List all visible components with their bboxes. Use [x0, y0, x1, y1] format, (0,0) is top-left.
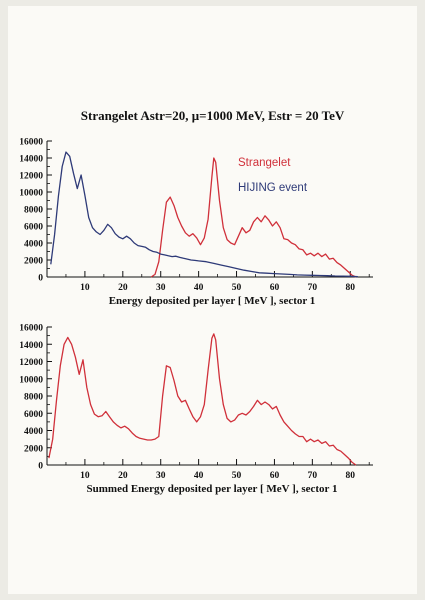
page-title: Strangelet Astr=20, μ=1000 MeV, Estr = 2… [80, 108, 345, 123]
y-tick-label: 14000 [19, 155, 43, 165]
x-tick-label: 80 [346, 471, 356, 481]
series-line-strangelet [150, 157, 357, 278]
series-line-summed [48, 333, 357, 466]
x-tick-label: 50 [232, 471, 242, 481]
x-tick-label: 70 [308, 471, 318, 481]
y-tick-label: 4000 [24, 240, 43, 250]
y-tick-label: 6000 [24, 410, 43, 420]
y-tick-label: 0 [38, 462, 43, 472]
y-tick-label: 2000 [24, 257, 43, 267]
legend-entry-hijing-event: HIJING event [238, 182, 308, 194]
x-tick-label: 20 [118, 471, 128, 481]
x-tick-label: 60 [270, 283, 280, 293]
y-tick-label: 12000 [19, 358, 43, 368]
x-axis-label: Energy deposited per layer [ MeV ], sect… [109, 295, 316, 307]
y-tick-label: 8000 [24, 206, 43, 216]
x-axis-label: Summed Energy deposited per layer [ MeV … [87, 483, 338, 495]
x-tick-label: 10 [80, 471, 90, 481]
x-tick-label: 70 [308, 283, 318, 293]
x-tick-label: 50 [232, 283, 242, 293]
x-tick-label: 80 [346, 283, 356, 293]
y-tick-label: 0 [38, 274, 43, 284]
series-line-hijing-event [50, 151, 358, 278]
y-tick-label: 10000 [19, 189, 43, 199]
x-tick-label: 60 [270, 471, 280, 481]
y-tick-label: 16000 [19, 324, 43, 334]
y-tick-label: 16000 [19, 138, 43, 148]
x-tick-label: 30 [156, 283, 166, 293]
y-tick-label: 2000 [24, 444, 43, 454]
x-tick-label: 30 [156, 471, 166, 481]
y-tick-label: 8000 [24, 393, 43, 403]
y-tick-label: 12000 [19, 172, 43, 182]
y-tick-label: 10000 [19, 375, 43, 385]
legend-entry-strangelet: Strangelet [238, 157, 291, 169]
x-tick-label: 40 [194, 471, 204, 481]
paper-sheet [8, 6, 417, 594]
x-tick-label: 40 [194, 283, 204, 293]
x-tick-label: 20 [118, 283, 128, 293]
y-tick-label: 4000 [24, 427, 43, 437]
y-tick-label: 14000 [19, 341, 43, 351]
x-tick-label: 10 [80, 283, 90, 293]
y-tick-label: 6000 [24, 223, 43, 233]
